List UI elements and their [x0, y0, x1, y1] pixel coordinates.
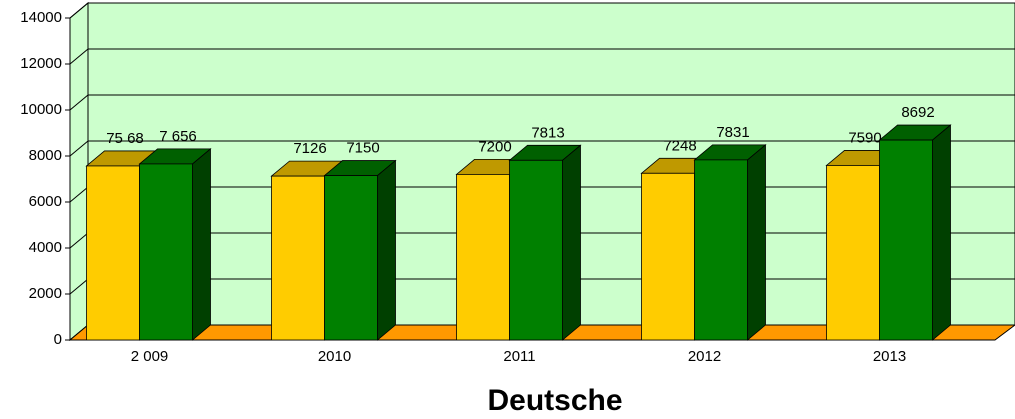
x-tick-label: 2010 — [318, 348, 351, 365]
data-label: 7 656 — [159, 128, 197, 145]
bar — [456, 173, 510, 341]
x-tick-label: 2 009 — [131, 348, 169, 365]
bar — [324, 175, 378, 341]
data-label: 8692 — [901, 104, 934, 121]
bar-side — [562, 144, 581, 341]
bar — [86, 165, 140, 341]
bar-side — [192, 148, 211, 341]
side-wall — [69, 1, 89, 342]
y-tick-label: 10000 — [20, 101, 62, 118]
chart-title: Deutsche — [487, 384, 622, 417]
data-label: 75 68 — [106, 130, 144, 147]
bar-side — [377, 159, 396, 341]
bar — [139, 163, 193, 341]
y-tick-label: 0 — [54, 331, 62, 348]
data-label: 7590 — [848, 129, 881, 146]
x-tick-label: 2011 — [503, 348, 535, 365]
bar — [641, 172, 695, 341]
y-tick-label: 2000 — [29, 285, 62, 302]
grid-line — [69, 48, 1015, 65]
grid-line — [69, 94, 1015, 111]
bar — [271, 175, 325, 341]
grid-line — [69, 2, 1015, 19]
x-tick-label: 2012 — [688, 348, 721, 365]
bar-side — [747, 144, 766, 341]
bar — [826, 165, 880, 341]
y-tick-label: 6000 — [29, 193, 62, 210]
y-tick-label: 4000 — [29, 239, 62, 256]
data-label: 7813 — [531, 124, 564, 141]
data-label: 7200 — [478, 138, 511, 155]
bar — [694, 159, 748, 341]
y-tick-label: 14000 — [20, 9, 62, 26]
bar-side — [932, 124, 951, 341]
y-tick-label: 8000 — [29, 147, 62, 164]
data-label: 7831 — [716, 124, 749, 141]
bar — [509, 159, 563, 341]
bar — [879, 139, 933, 341]
grid-line — [69, 140, 1015, 157]
data-label: 7248 — [663, 137, 696, 154]
data-label: 7150 — [346, 140, 379, 157]
x-tick-label: 2013 — [873, 348, 906, 365]
data-label: 7126 — [293, 140, 326, 157]
y-tick-label: 12000 — [20, 55, 62, 72]
